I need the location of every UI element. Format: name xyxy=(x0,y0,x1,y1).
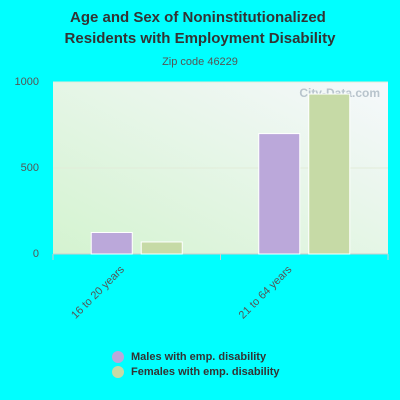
y-tick-label: 0 xyxy=(33,248,39,260)
legend-label: Males with emp. disability xyxy=(131,351,267,363)
legend-swatch xyxy=(112,366,124,378)
legend-swatch xyxy=(112,351,124,363)
title-line: Age and Sex of Noninstitutionalized xyxy=(70,9,326,26)
bar xyxy=(140,241,183,255)
chart-title: Age and Sex of Noninstitutionalized Resi… xyxy=(65,9,337,47)
y-tick-label: 1000 xyxy=(15,76,39,88)
bar xyxy=(308,93,351,255)
legend-label: Females with emp. disability xyxy=(131,366,280,378)
y-tick-label: 500 xyxy=(21,162,39,174)
subtitle: Zip code 46229 xyxy=(162,56,238,68)
bar xyxy=(258,133,301,255)
title-line: Residents with Employment Disability xyxy=(65,30,337,47)
bar xyxy=(90,232,133,255)
